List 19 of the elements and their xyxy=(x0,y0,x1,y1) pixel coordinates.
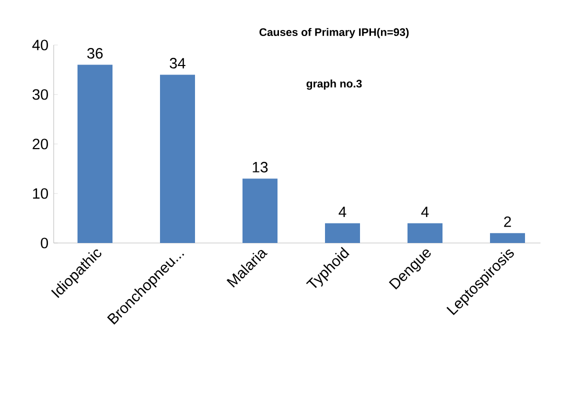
data-label: 36 xyxy=(87,48,103,59)
data-label: 2 xyxy=(504,216,511,227)
data-label: 34 xyxy=(170,58,186,68)
data-label: 4 xyxy=(338,206,346,217)
data-label: 13 xyxy=(252,162,268,172)
bar xyxy=(78,64,113,243)
y-tick-label: 0 xyxy=(40,238,48,248)
bar xyxy=(325,223,360,243)
bar xyxy=(242,178,278,243)
text: graph no.3 xyxy=(306,79,362,90)
y-tick-label: 20 xyxy=(32,138,48,150)
y-tick-label: 30 xyxy=(32,89,48,100)
y-tick-label: 10 xyxy=(33,188,48,199)
y-tick-label: 40 xyxy=(32,40,48,50)
bar xyxy=(160,74,196,243)
bar xyxy=(490,233,526,243)
data-label: 4 xyxy=(421,206,429,217)
bar xyxy=(408,223,443,243)
chart-title: Causes of Primary IPH(n=93) xyxy=(260,28,409,38)
